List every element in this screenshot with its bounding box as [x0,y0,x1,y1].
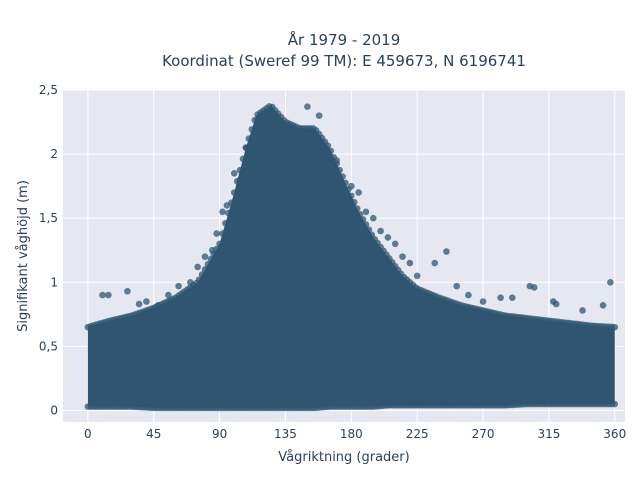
scatter-point [230,189,238,196]
scatter-point [239,155,247,163]
chart-subtitle: Koordinat (Sweref 99 TM): E 459673, N 61… [162,52,526,70]
scatter-point [348,192,355,200]
scatter-point [198,271,206,278]
scatter-point [222,220,229,227]
x-tick-label: 225 [406,427,429,441]
x-tick-label: 135 [274,427,297,441]
y-tick-label: 1,5 [39,211,58,225]
scatter-point [204,261,212,268]
scatter-point [384,234,392,241]
scatter-point [579,307,586,314]
scatter-point [359,216,367,223]
scatter-point [327,147,335,155]
x-tick-label: 0 [84,427,92,441]
x-tick-label: 360 [603,427,626,441]
scatter-point [509,294,516,301]
scatter-point [356,211,364,218]
scatter-point [431,259,439,267]
scatter-point [219,230,226,237]
scatter-point [223,202,231,209]
scatter-point [135,300,143,308]
scatter-point [552,300,560,308]
y-tick-label: 0 [50,403,58,417]
x-tick-label: 180 [340,427,363,441]
scatter-point [391,240,399,248]
scatter-point [245,135,253,142]
data-cloud [87,105,615,408]
scatter-point [342,179,349,187]
scatter-point [154,302,162,309]
scatter-point [607,278,614,286]
scatter-point [207,255,215,263]
scatter-point [369,214,377,222]
scatter-point [213,230,220,237]
scatter-point [194,263,201,271]
data-cloud-region [87,105,615,408]
scatter-point [105,291,112,299]
scatter-point [377,227,384,235]
y-tick-label: 2,5 [39,83,58,97]
scatter-point [362,208,370,216]
scatter-point [124,287,131,295]
scatter-point [611,400,619,408]
scatter-point [353,205,361,212]
scatter-point [611,323,619,331]
scatter-point [216,240,223,248]
scatter-point [339,173,346,180]
y-tick-labels: 0 0,5 1 1,5 2 2,5 [39,83,58,417]
x-tick-labels: 0 45 90 135 180 225 270 315 360 [84,427,626,441]
scatter-point [333,157,340,164]
scatter-point [201,266,209,273]
scatter-point [236,176,244,184]
scatter-point [201,253,209,260]
x-tick-label: 45 [146,427,161,441]
scatter-point [362,221,370,228]
scatter-point [479,298,487,305]
y-tick-label: 2 [50,147,58,161]
scatter-point [165,291,172,299]
scatter-point [219,208,226,216]
scatter-point [348,182,355,190]
scatter-point [187,278,194,286]
scatter-point [99,291,106,299]
scatter-point [336,166,343,174]
x-axis-title: Vågriktning (grader) [278,450,409,465]
scatter-point [315,112,323,119]
scatter-point [406,259,414,267]
scatter-point [350,198,358,206]
scatter-point [399,253,406,260]
scatter-point [251,116,259,124]
scatter-point [208,246,216,254]
scatter-point [230,170,238,177]
scatter-point [236,166,244,174]
scatter-point [175,282,182,290]
scatter-point [443,248,450,255]
scatter-point [225,209,232,217]
scatter-point [324,142,332,150]
scatter-point [195,276,203,284]
scatter-point [143,298,150,305]
x-tick-label: 270 [472,427,495,441]
y-tick-label: 1 [50,275,58,289]
y-tick-label: 0,5 [39,339,58,353]
scatter-point [248,126,256,133]
x-tick-label: 90 [212,427,227,441]
scatter-point [413,272,421,280]
scatter-point [530,284,538,291]
x-tick-label: 315 [537,427,560,441]
scatter-point [453,282,460,290]
scatter-point [242,144,250,151]
scatter-point [599,302,607,309]
scatter-point [497,294,504,301]
y-axis-title: Signifikant våghöjd (m) [16,180,31,332]
scatter-point [304,103,311,110]
scatter-point [465,291,472,299]
scatter-point [355,189,362,196]
scatter-point [365,226,373,234]
chart-title: År 1979 - 2019 [288,30,401,49]
scatter-points [84,103,619,412]
